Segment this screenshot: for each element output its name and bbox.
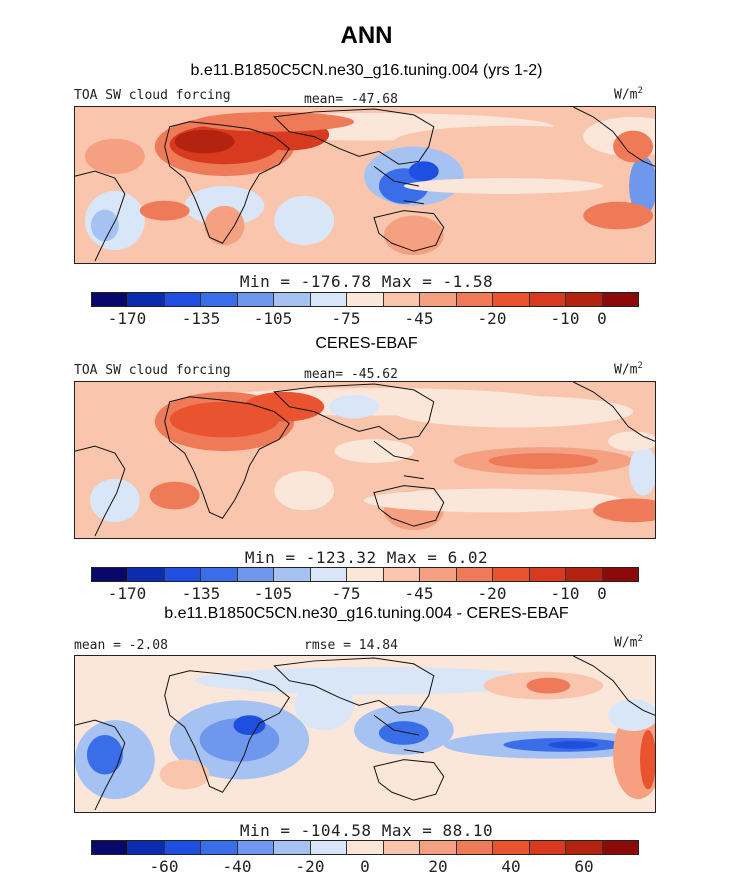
colorbar-swatch	[310, 841, 348, 854]
panel1-mean-label: mean= -47.68	[304, 92, 398, 107]
panel1-minmax: Min = -176.78 Max = -1.58	[239, 272, 494, 291]
colorbar-tick-label: -45	[404, 309, 434, 328]
panel1-variable-label: TOA SW cloud forcing	[74, 88, 231, 103]
colorbar-swatch	[529, 293, 567, 306]
panel1-colorbar	[91, 292, 639, 307]
colorbar-swatch	[347, 293, 384, 306]
panel3-rmse-label: rmse = 14.84	[304, 638, 398, 653]
colorbar-swatch	[347, 568, 384, 581]
panel3-units-label: W/m2	[614, 634, 643, 651]
colorbar-swatch	[420, 841, 457, 854]
colorbar-swatch	[92, 841, 129, 854]
colorbar-tick-label: -135	[181, 584, 221, 603]
colorbar-swatch	[456, 568, 494, 581]
colorbar-swatch	[602, 568, 639, 581]
colorbar-tick-label: -75	[331, 584, 361, 603]
colorbar-swatch	[493, 568, 530, 581]
colorbar-swatch	[92, 293, 129, 306]
colorbar-swatch	[237, 293, 275, 306]
colorbar-swatch	[529, 568, 567, 581]
colorbar-tick-label: -40	[222, 857, 252, 876]
colorbar-swatch	[310, 293, 348, 306]
case-title: b.e11.B1850C5CN.ne30_g16.tuning.004 (yrs…	[190, 62, 543, 79]
colorbar-swatch	[237, 841, 275, 854]
colorbar-swatch	[201, 568, 238, 581]
figure-title: ANN	[340, 22, 393, 49]
colorbar-swatch	[493, 293, 530, 306]
colorbar-tick-label: -105	[253, 309, 293, 328]
panel2-mean-label: mean= -45.62	[304, 367, 398, 382]
colorbar-swatch	[201, 841, 238, 854]
colorbar-swatch	[456, 841, 494, 854]
colorbar-tick-label: 60	[574, 857, 594, 876]
colorbar-swatch	[529, 841, 567, 854]
panel1-units-label: W/m2	[614, 86, 643, 103]
colorbar-swatch	[92, 568, 129, 581]
colorbar-tick-label: 0	[360, 857, 370, 876]
colorbar-tick-label: -170	[107, 584, 147, 603]
colorbar-swatch	[383, 293, 421, 306]
panel2-variable-label: TOA SW cloud forcing	[74, 363, 231, 378]
panel3-difference-map	[74, 655, 656, 813]
colorbar-tick-label: -20	[477, 584, 507, 603]
colorbar-swatch	[456, 293, 494, 306]
colorbar-swatch	[201, 293, 238, 306]
colorbar-swatch	[128, 568, 165, 581]
colorbar-tick-label: -170	[107, 309, 147, 328]
panel1-colorbar-ticks: -170 -135 -105 -75 -45 -20 -10 0	[91, 309, 639, 329]
colorbar-swatch	[566, 841, 603, 854]
colorbar-swatch	[128, 293, 165, 306]
panel3-colorbar-ticks: -60 -40 -20 0 20 40 60	[91, 857, 639, 877]
colorbar-tick-label: -75	[331, 309, 361, 328]
panel2-obs-map	[74, 381, 656, 539]
colorbar-tick-label: -20	[477, 309, 507, 328]
colorbar-tick-label: 0	[597, 309, 607, 328]
colorbar-swatch	[274, 568, 311, 581]
colorbar-swatch	[602, 293, 639, 306]
obs-title: CERES-EBAF	[315, 335, 418, 352]
panel1-model-map	[74, 106, 656, 264]
panel2-colorbar	[91, 567, 639, 582]
colorbar-tick-label: 20	[428, 857, 448, 876]
colorbar-swatch	[128, 841, 165, 854]
colorbar-swatch	[347, 841, 384, 854]
colorbar-tick-label: -20	[295, 857, 325, 876]
colorbar-swatch	[164, 293, 202, 306]
colorbar-swatch	[493, 841, 530, 854]
colorbar-tick-label: 0	[597, 584, 607, 603]
colorbar-tick-label: -105	[253, 584, 293, 603]
colorbar-tick-label: -10	[550, 309, 580, 328]
panel2-minmax: Min = -123.32 Max = 6.02	[244, 548, 489, 567]
colorbar-tick-label: 40	[501, 857, 521, 876]
panel3-mean-label: mean = -2.08	[74, 638, 168, 653]
colorbar-swatch	[310, 568, 348, 581]
panel3-minmax: Min = -104.58 Max = 88.10	[239, 821, 494, 840]
diff-title: b.e11.B1850C5CN.ne30_g16.tuning.004 - CE…	[164, 605, 569, 622]
colorbar-swatch	[383, 568, 421, 581]
panel2-units-label: W/m2	[614, 361, 643, 378]
colorbar-swatch	[274, 293, 311, 306]
colorbar-tick-label: -135	[181, 309, 221, 328]
panel2-colorbar-ticks: -170 -135 -105 -75 -45 -20 -10 0	[91, 584, 639, 604]
colorbar-tick-label: -10	[550, 584, 580, 603]
colorbar-swatch	[164, 841, 202, 854]
colorbar-swatch	[420, 293, 457, 306]
colorbar-swatch	[420, 568, 457, 581]
colorbar-swatch	[164, 568, 202, 581]
colorbar-swatch	[274, 841, 311, 854]
colorbar-swatch	[237, 568, 275, 581]
colorbar-swatch	[383, 841, 421, 854]
colorbar-swatch	[602, 841, 639, 854]
panel3-colorbar	[91, 840, 639, 855]
colorbar-tick-label: -60	[149, 857, 179, 876]
colorbar-tick-label: -45	[404, 584, 434, 603]
colorbar-swatch	[566, 568, 603, 581]
colorbar-swatch	[566, 293, 603, 306]
